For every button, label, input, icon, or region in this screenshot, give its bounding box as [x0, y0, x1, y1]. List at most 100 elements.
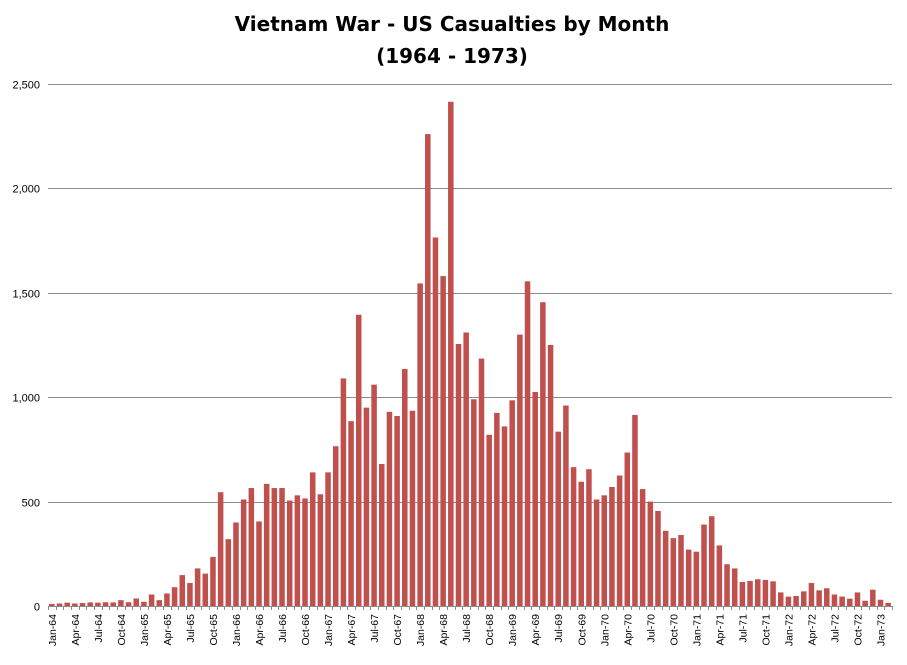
- bar: [509, 400, 515, 606]
- bar: [256, 521, 262, 606]
- bar: [824, 588, 830, 606]
- bar: [731, 568, 738, 606]
- bar: [371, 384, 377, 606]
- bar: [517, 334, 523, 606]
- bar: [133, 598, 139, 606]
- bar: [616, 475, 623, 606]
- bar: [701, 524, 707, 606]
- bar: [662, 530, 669, 606]
- bar: [95, 602, 101, 606]
- bar: [455, 343, 462, 606]
- y-tick-label: 1,000: [12, 393, 40, 405]
- bar: [563, 405, 569, 606]
- bar: [693, 551, 700, 606]
- bar: [171, 587, 178, 606]
- x-tick-label: Jan-67: [323, 614, 335, 646]
- x-tick-label: Jan-64: [47, 614, 59, 646]
- bar: [217, 492, 224, 606]
- x-tick-label: Jul-65: [185, 614, 197, 643]
- bar: [632, 414, 638, 606]
- x-tick-label: Jul-68: [461, 614, 473, 643]
- bar: [708, 516, 715, 606]
- bar: [870, 589, 876, 606]
- bar: [762, 579, 769, 606]
- bar: [417, 283, 423, 606]
- bar: [56, 603, 63, 606]
- bar: [340, 378, 347, 606]
- bar: [363, 407, 370, 606]
- bar: [862, 600, 868, 606]
- bar: [79, 603, 86, 606]
- chart-subtitle: (1964 - 1973): [376, 44, 528, 68]
- x-tick-label: Oct-72: [852, 614, 864, 646]
- bar: [425, 134, 431, 607]
- x-tick-label: Oct-67: [392, 614, 404, 646]
- bar: [716, 545, 723, 606]
- bar: [448, 101, 454, 606]
- bar: [263, 483, 270, 606]
- x-tick-label: Jan-70: [599, 614, 611, 646]
- bar: [570, 467, 577, 606]
- bar: [877, 599, 884, 606]
- bar: [801, 591, 807, 606]
- x-tick-label: Jan-73: [875, 614, 887, 646]
- bar: [233, 522, 239, 606]
- bar: [187, 583, 193, 606]
- x-tick-label: Oct-69: [576, 614, 588, 646]
- bars: [49, 101, 891, 607]
- bar: [854, 592, 861, 606]
- x-tick-label: Apr-71: [714, 614, 726, 646]
- bar: [194, 568, 201, 606]
- x-tick-label: Oct-65: [208, 614, 220, 646]
- x-tick-label: Jul-72: [829, 614, 841, 643]
- bar: [524, 281, 531, 606]
- bar: [348, 421, 354, 606]
- bar: [486, 434, 492, 606]
- x-tick-label: Oct-66: [300, 614, 312, 646]
- x-tick-label: Jan-66: [231, 614, 243, 646]
- bar: [210, 556, 216, 606]
- bar: [402, 369, 408, 606]
- x-tick-label: Jul-64: [93, 614, 105, 643]
- bar: [816, 590, 822, 606]
- x-tick-label: Jan-65: [139, 614, 151, 646]
- bar: [432, 237, 439, 606]
- bar: [501, 426, 508, 606]
- chart-title: Vietnam War - US Casualties by Month: [235, 12, 670, 36]
- x-tick-label: Oct-64: [116, 614, 128, 646]
- x-tick-label: Apr-68: [438, 614, 450, 646]
- bar: [739, 581, 746, 606]
- bar: [478, 358, 485, 606]
- bar: [471, 399, 477, 606]
- bar: [286, 500, 293, 606]
- bar: [248, 488, 255, 606]
- x-tick-label: Oct-71: [760, 614, 772, 646]
- bar: [685, 549, 692, 606]
- x-tick-label: Jan-72: [783, 614, 795, 646]
- bar: [639, 489, 646, 606]
- bar: [332, 446, 339, 606]
- y-tick-label: 1,500: [12, 289, 40, 301]
- x-tick-labels: Jan-64 Apr-64 Jul-64 Oct-64 Jan-65 Apr-65 Jul-…: [47, 614, 888, 646]
- x-tick-label: Apr-65: [162, 614, 174, 646]
- x-tick-label: Oct-68: [484, 614, 496, 646]
- bar: [240, 499, 247, 606]
- bar: [279, 488, 285, 606]
- bar: [624, 452, 631, 606]
- bar: [202, 573, 209, 606]
- bar: [325, 472, 331, 606]
- x-tick-label: Oct-70: [668, 614, 680, 646]
- bar: [102, 602, 109, 606]
- x-tick-label: Apr-70: [622, 614, 634, 646]
- bar: [593, 499, 600, 606]
- bar: [785, 596, 792, 606]
- x-tick-label: Jul-71: [737, 614, 749, 643]
- gridlines: [48, 84, 892, 503]
- x-tick-label: Apr-69: [530, 614, 542, 646]
- bar: [463, 332, 469, 606]
- bar: [793, 595, 799, 606]
- x-tick-label: Jan-69: [507, 614, 519, 646]
- bar: [586, 469, 592, 606]
- bar: [141, 601, 147, 606]
